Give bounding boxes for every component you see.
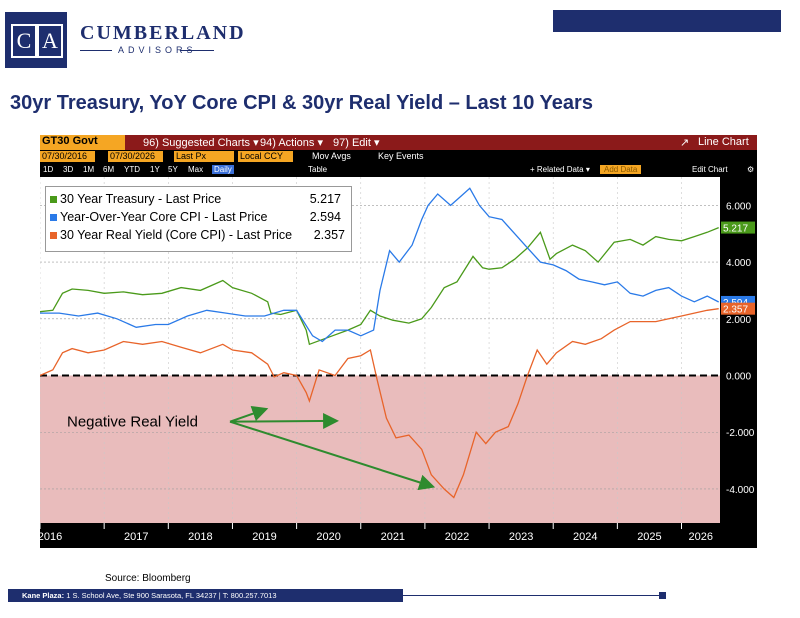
period-1d[interactable]: 1D xyxy=(43,165,54,174)
negative-region xyxy=(40,375,720,523)
start-date-field[interactable]: 07/30/2016 xyxy=(40,151,95,162)
legend-value-real-yield: 2.357 xyxy=(313,228,345,242)
legend-label-cpi: Year-Over-Year Core CPI - Last Price xyxy=(60,210,268,224)
chart-plot: 6.000 4.000 2.000 0.000 -2.000 -4.000 5.217 2.5… xyxy=(40,177,757,543)
annotation-arrow xyxy=(229,420,436,491)
related-data-menu[interactable]: + Related Data ▾ xyxy=(530,165,590,174)
menu-actions[interactable]: 94) Actions ▾ xyxy=(260,137,323,149)
logo-letter-c: C xyxy=(11,24,37,58)
last-value-tag-0 xyxy=(721,221,755,234)
period-6m[interactable]: 6M xyxy=(103,165,115,174)
legend-label-real-yield: 30 Year Real Yield (Core CPI) - Last Pri… xyxy=(60,228,293,242)
brand-name: CUMBERLAND xyxy=(80,22,246,44)
x-tick-label: 2024 xyxy=(573,531,597,543)
annotation-arrow xyxy=(229,412,340,429)
x-tick-label: 2023 xyxy=(509,531,533,543)
chart-frame: GT30 Govt 96) Suggested Charts ▾ 94) Act… xyxy=(40,135,757,548)
menu-suggested-charts[interactable]: 96) Suggested Charts ▾ xyxy=(143,137,259,149)
source-note: Source: Bloomberg xyxy=(105,573,191,584)
terminal-menu-bar: GT30 Govt 96) Suggested Charts ▾ 94) Act… xyxy=(40,135,757,150)
period-row: 1D 3D 1M 6M YTD 1Y 5Y Max Daily Table + … xyxy=(40,164,757,176)
footer-address-bar: Kane Plaza: 1 S. School Ave, Ste 900 Sar… xyxy=(8,589,403,602)
date-range-row: 07/30/2016 07/30/2026 Last Px Local CCY … xyxy=(40,151,757,163)
legend-value-cpi: 2.594 xyxy=(309,210,341,224)
x-tick-label: 2020 xyxy=(316,531,340,543)
period-1y[interactable]: 1Y xyxy=(150,165,160,174)
brand-divider-left xyxy=(80,50,112,51)
period-ytd[interactable]: YTD xyxy=(124,165,140,174)
y-tick-label: -4.000 xyxy=(726,485,755,496)
header-accent-bar xyxy=(553,10,781,32)
y-tick-label: 2.000 xyxy=(726,315,751,326)
field-select[interactable]: Last Px xyxy=(174,151,234,162)
menu-edit[interactable]: 97) Edit ▾ xyxy=(333,137,380,149)
y-tick-label: 0.000 xyxy=(726,372,751,383)
footer-address-label: Kane Plaza: xyxy=(22,591,65,600)
period-3d[interactable]: 3D xyxy=(63,165,74,174)
series-line-2 xyxy=(40,308,719,499)
logo-box: C A xyxy=(5,12,67,68)
brand-divider-right xyxy=(180,50,214,51)
y-axis-band xyxy=(720,177,757,523)
table-button[interactable]: Table xyxy=(308,165,328,174)
logo-letter-a: A xyxy=(37,24,63,58)
period-5y[interactable]: 5Y xyxy=(168,165,178,174)
period-1m[interactable]: 1M xyxy=(83,165,95,174)
end-date-field[interactable]: 07/30/2026 xyxy=(108,151,163,162)
frequency-select[interactable]: Daily xyxy=(212,165,234,174)
line-chart-icon: ↗ xyxy=(680,137,690,149)
x-tick-label: 2016 xyxy=(40,531,62,543)
legend-item-real-yield: 30 Year Real Yield (Core CPI) - Last Pri… xyxy=(50,228,347,242)
line-chart-label[interactable]: Line Chart xyxy=(698,136,749,148)
y-tick-label: 6.000 xyxy=(726,201,751,212)
period-max[interactable]: Max xyxy=(188,165,204,174)
currency-select[interactable]: Local CCY xyxy=(238,151,293,162)
y-tick-label: -2.000 xyxy=(726,428,755,439)
last-value-text-2: 2.357 xyxy=(723,305,748,316)
edit-chart-button[interactable]: Edit Chart xyxy=(692,165,728,174)
annotation-arrow xyxy=(229,405,269,423)
legend-swatch-treasury xyxy=(50,196,57,203)
mov-avgs-toggle[interactable]: Mov Avgs xyxy=(312,151,351,161)
legend-label-treasury: 30 Year Treasury - Last Price xyxy=(60,192,222,206)
y-tick-label: 4.000 xyxy=(726,258,751,269)
x-tick-label: 2017 xyxy=(124,531,148,543)
chart-legend: 30 Year Treasury - Last Price 5.217 Year… xyxy=(45,186,352,252)
page-title: 30yr Treasury, YoY Core CPI & 30yr Real … xyxy=(10,92,593,114)
add-data-input[interactable]: Add Data xyxy=(600,165,642,174)
x-tick-label: 2019 xyxy=(252,531,276,543)
footer-rule-end xyxy=(659,592,666,599)
x-tick-label: 2026 xyxy=(689,531,713,543)
footer-address: 1 S. School Ave, Ste 900 Sarasota, FL 34… xyxy=(66,591,277,600)
last-value-text-0: 5.217 xyxy=(723,224,748,235)
series-line-0 xyxy=(40,226,719,346)
legend-value-treasury: 5.217 xyxy=(309,192,341,206)
legend-swatch-real-yield xyxy=(50,232,57,239)
last-value-tag-2 xyxy=(721,302,755,315)
x-tick-label: 2018 xyxy=(188,531,212,543)
series-line-1 xyxy=(40,187,719,343)
footer-rule xyxy=(403,595,661,596)
gear-icon[interactable]: ⚙ xyxy=(747,165,755,174)
x-tick-label: 2022 xyxy=(445,531,469,543)
key-events-toggle[interactable]: Key Events xyxy=(378,151,424,161)
legend-item-cpi: Year-Over-Year Core CPI - Last Price 2.5… xyxy=(50,210,347,224)
annotation-label: Negative Real Yield xyxy=(67,414,198,431)
brand-subtitle: ADVISORS xyxy=(118,45,197,55)
ticker-field[interactable]: GT30 Govt xyxy=(40,135,125,150)
legend-item-treasury: 30 Year Treasury - Last Price 5.217 xyxy=(50,192,347,206)
x-tick-label: 2021 xyxy=(381,531,405,543)
legend-swatch-cpi xyxy=(50,214,57,221)
x-tick-label: 2025 xyxy=(637,531,661,543)
